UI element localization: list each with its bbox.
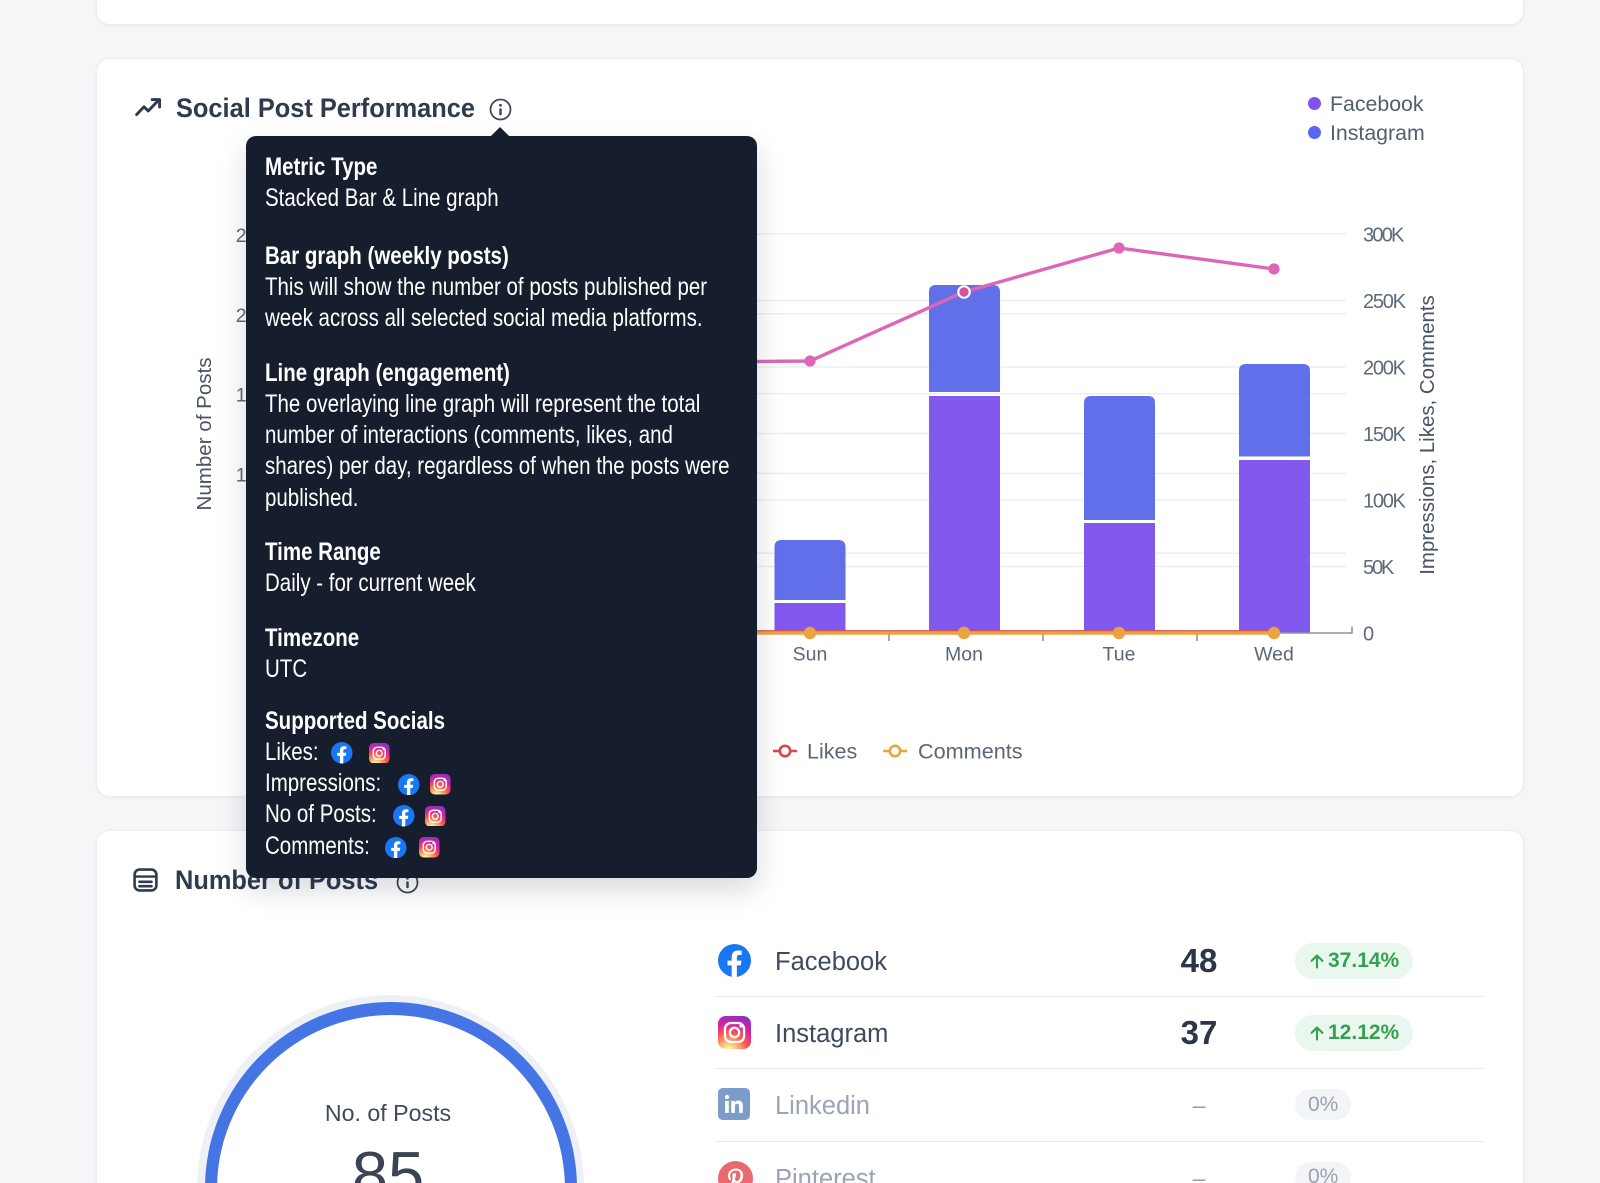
- svg-text:Tue: Tue: [1103, 644, 1136, 666]
- svg-text:250K: 250K: [1363, 291, 1407, 313]
- svg-text:Comments: Comments: [918, 740, 1023, 764]
- svg-text:100K: 100K: [1363, 491, 1407, 513]
- svg-text:Impressions, Likes, Comments: Impressions, Likes, Comments: [1416, 295, 1439, 575]
- svg-text:Wed: Wed: [1254, 644, 1294, 666]
- svg-text:150K: 150K: [1363, 424, 1407, 446]
- svg-text:Sun: Sun: [793, 644, 828, 666]
- svg-text:Mon: Mon: [945, 644, 983, 666]
- svg-text:50K: 50K: [1363, 557, 1395, 579]
- svg-text:Number of Posts: Number of Posts: [194, 358, 216, 511]
- svg-text:Likes: Likes: [807, 740, 857, 764]
- svg-text:200K: 200K: [1363, 358, 1407, 380]
- svg-text:0: 0: [1363, 624, 1374, 646]
- svg-text:300K: 300K: [1363, 225, 1405, 247]
